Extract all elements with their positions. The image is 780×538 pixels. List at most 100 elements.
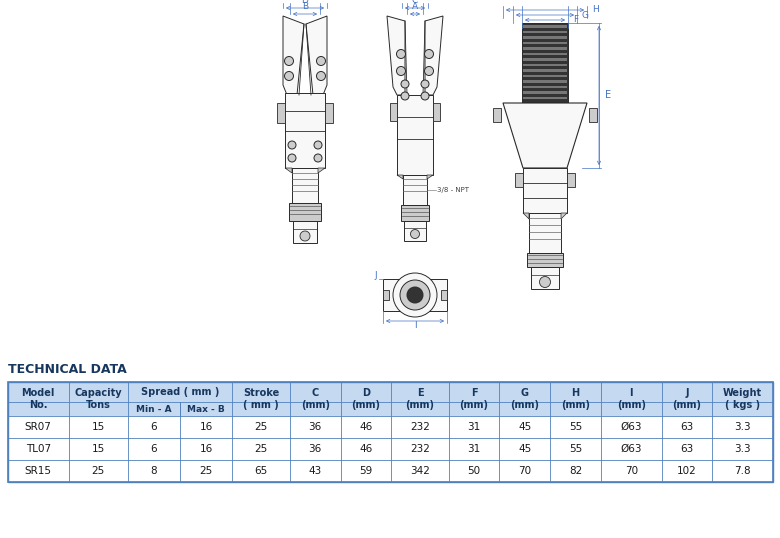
Text: D
(mm): D (mm): [352, 388, 381, 410]
Bar: [493, 108, 501, 122]
Bar: [523, 168, 567, 213]
Text: 82: 82: [569, 466, 582, 476]
Text: 65: 65: [254, 466, 268, 476]
Text: 50: 50: [467, 466, 480, 476]
Text: 55: 55: [569, 444, 582, 454]
Bar: [589, 108, 597, 122]
Text: 25: 25: [91, 466, 105, 476]
Text: 3.3: 3.3: [735, 422, 751, 432]
Circle shape: [314, 141, 322, 149]
Circle shape: [288, 154, 296, 162]
Bar: [523, 41, 567, 44]
Text: Capacity
Tons: Capacity Tons: [74, 388, 122, 410]
Text: 16: 16: [200, 422, 213, 432]
Circle shape: [540, 277, 551, 287]
Text: 7.8: 7.8: [735, 466, 751, 476]
Bar: [523, 69, 567, 72]
Text: G
(mm): G (mm): [510, 388, 539, 410]
Text: 70: 70: [625, 466, 638, 476]
Text: 31: 31: [467, 422, 480, 432]
Polygon shape: [306, 16, 327, 95]
Circle shape: [393, 273, 437, 317]
Text: 6: 6: [151, 422, 157, 432]
Circle shape: [288, 141, 296, 149]
Text: 46: 46: [360, 444, 373, 454]
Circle shape: [424, 49, 434, 59]
Text: TL07: TL07: [26, 444, 51, 454]
Bar: [523, 80, 567, 82]
Text: A: A: [412, 2, 418, 11]
Text: J
(mm): J (mm): [672, 388, 701, 410]
Text: 36: 36: [309, 444, 322, 454]
Bar: [383, 290, 389, 300]
Text: H: H: [592, 5, 599, 15]
Text: F: F: [573, 16, 578, 25]
Bar: [441, 290, 447, 300]
Circle shape: [400, 280, 430, 310]
Polygon shape: [397, 175, 403, 179]
Circle shape: [410, 230, 420, 238]
Text: TECHNICAL DATA: TECHNICAL DATA: [8, 363, 126, 376]
Bar: [401, 205, 429, 221]
Text: 63: 63: [680, 422, 693, 432]
Circle shape: [300, 231, 310, 241]
Polygon shape: [387, 16, 405, 95]
Text: 63: 63: [680, 444, 693, 454]
Circle shape: [396, 49, 406, 59]
Text: Stroke
( mm ): Stroke ( mm ): [243, 388, 279, 410]
Circle shape: [396, 67, 406, 75]
Text: Max - B: Max - B: [187, 405, 225, 414]
Text: 45: 45: [518, 422, 531, 432]
Text: J: J: [374, 271, 377, 280]
Text: 59: 59: [360, 466, 373, 476]
Circle shape: [285, 72, 293, 81]
Polygon shape: [285, 168, 292, 173]
Text: I: I: [413, 322, 417, 330]
Bar: [523, 47, 567, 49]
Text: Ø63: Ø63: [621, 444, 642, 454]
Bar: [523, 25, 567, 27]
Bar: [8, 382, 773, 416]
Text: 46: 46: [360, 422, 373, 432]
Bar: [390, 103, 397, 121]
Bar: [403, 305, 427, 311]
Text: E
(mm): E (mm): [406, 388, 434, 410]
Text: Min - A: Min - A: [136, 405, 172, 414]
Bar: [523, 31, 567, 33]
Text: 3.3: 3.3: [735, 444, 751, 454]
Polygon shape: [425, 16, 443, 95]
Text: 3/8 - NPT: 3/8 - NPT: [437, 187, 469, 193]
Text: 342: 342: [410, 466, 430, 476]
Bar: [179, 383, 180, 401]
Text: 15: 15: [91, 444, 105, 454]
Bar: [567, 173, 575, 187]
Bar: [523, 74, 567, 77]
Bar: [285, 93, 325, 168]
Text: 15: 15: [91, 422, 105, 432]
Text: 25: 25: [200, 466, 213, 476]
Bar: [523, 36, 567, 39]
Circle shape: [407, 287, 423, 303]
Bar: [8, 416, 773, 438]
Text: Model
No.: Model No.: [22, 388, 55, 410]
Text: G: G: [582, 11, 589, 19]
Bar: [8, 460, 773, 482]
Circle shape: [424, 67, 434, 75]
Bar: [523, 53, 567, 55]
Bar: [293, 221, 317, 243]
Bar: [404, 221, 426, 241]
Text: D: D: [302, 0, 308, 5]
Text: 70: 70: [518, 466, 531, 476]
Bar: [531, 267, 559, 289]
Circle shape: [285, 56, 293, 66]
Circle shape: [421, 80, 429, 88]
Text: 55: 55: [569, 422, 582, 432]
Text: 232: 232: [410, 422, 430, 432]
Polygon shape: [503, 103, 587, 168]
Text: 36: 36: [309, 422, 322, 432]
Text: 102: 102: [677, 466, 697, 476]
Text: H
(mm): H (mm): [561, 388, 590, 410]
Text: F
(mm): F (mm): [459, 388, 488, 410]
Circle shape: [317, 72, 325, 81]
Polygon shape: [523, 213, 529, 219]
